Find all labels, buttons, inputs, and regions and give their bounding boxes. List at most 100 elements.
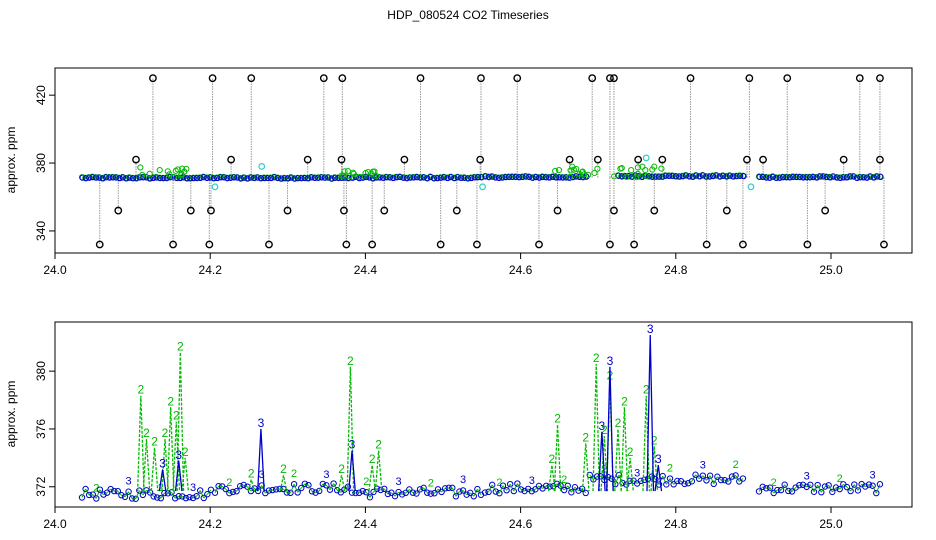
- data-point-blue: [532, 173, 540, 181]
- data-point-blue: [136, 487, 143, 494]
- data-point-green: [164, 168, 171, 175]
- data-point-blue: [489, 173, 496, 180]
- series-line-green: [614, 474, 620, 485]
- data-point-green: [581, 171, 588, 178]
- data-point-blue: [438, 488, 445, 496]
- outlier-point: [247, 74, 256, 83]
- point-label: 3: [259, 469, 265, 481]
- x-tick-label: 24.2: [199, 263, 223, 277]
- data-point-blue: [211, 489, 219, 496]
- y-tick-label: 376: [34, 419, 48, 439]
- data-point-blue: [288, 174, 295, 181]
- series-line-green: [795, 484, 800, 488]
- y-tick-label: 340: [34, 221, 48, 241]
- data-point-blue: [682, 172, 690, 179]
- outlier-point: [473, 240, 481, 249]
- data-point-blue: [876, 481, 884, 488]
- series-line-green: [340, 489, 345, 493]
- data-point-blue: [391, 492, 399, 500]
- data-point-blue: [393, 174, 400, 181]
- series-line-green: [257, 485, 263, 492]
- peak-green-line: [181, 457, 190, 492]
- data-point-blue: [467, 489, 474, 497]
- data-point-blue: [168, 489, 175, 496]
- data-point-blue: [679, 173, 686, 180]
- data-point-blue: [666, 172, 673, 180]
- outlier-point: [340, 206, 348, 215]
- data-point-blue: [444, 174, 451, 182]
- data-point-blue: [388, 489, 395, 496]
- point-label: 3: [529, 475, 535, 487]
- data-point-blue: [706, 472, 714, 479]
- series-line-green: [735, 475, 740, 482]
- series-line-green: [95, 489, 101, 499]
- data-point-blue: [546, 174, 553, 181]
- data-point-blue: [509, 173, 516, 181]
- data-point-green: [623, 173, 630, 181]
- data-point-blue: [398, 491, 406, 498]
- outlier-point: [535, 240, 543, 249]
- panel-top: 24.0 24.2 24.4 24.6 24.8 25.0 340 380 420 approx…: [4, 67, 913, 277]
- series-line-green: [828, 485, 833, 493]
- data-point-blue: [652, 173, 659, 180]
- data-point-blue: [251, 174, 258, 182]
- outlier-point: [606, 74, 614, 83]
- series-line-green: [784, 484, 789, 492]
- series-line-green: [520, 488, 525, 492]
- data-point-blue: [721, 476, 728, 484]
- data-point-blue: [261, 174, 268, 182]
- data-point-blue: [740, 172, 747, 180]
- data-point-blue: [179, 493, 186, 500]
- data-point-blue: [301, 174, 308, 182]
- series-line-green: [214, 485, 220, 493]
- data-point-blue: [407, 174, 414, 181]
- outlier-point: [169, 240, 177, 249]
- peak-green-line: [600, 436, 609, 492]
- series-line-green: [636, 480, 642, 484]
- series-line-green: [473, 488, 478, 497]
- peak-green-line: [642, 395, 651, 492]
- data-point-blue: [424, 489, 431, 496]
- data-point-blue: [403, 175, 411, 182]
- data-point-blue: [355, 489, 363, 497]
- data-point-blue: [269, 486, 276, 494]
- series-line-green: [633, 480, 638, 484]
- outlier-point: [658, 155, 667, 164]
- data-point-blue: [847, 173, 854, 180]
- series-line-green: [146, 489, 151, 493]
- series-line-green: [192, 495, 197, 499]
- point-label: 3: [870, 470, 876, 482]
- data-point-blue: [499, 482, 507, 489]
- outlier-point: [722, 206, 731, 215]
- series-line-green: [662, 475, 667, 485]
- data-point-blue: [586, 471, 593, 479]
- data-point-blue: [836, 485, 843, 493]
- peak-green-line: [553, 424, 562, 492]
- data-point-blue: [571, 484, 579, 491]
- data-point-blue: [325, 174, 332, 181]
- data-point-blue: [516, 174, 523, 181]
- outlier-point: [803, 240, 812, 249]
- data-point-blue: [190, 175, 197, 182]
- data-point-green: [642, 166, 649, 174]
- outlier-point: [186, 206, 195, 215]
- data-point-blue: [89, 173, 96, 181]
- data-point-blue: [125, 488, 132, 495]
- outlier-point: [114, 206, 123, 215]
- peak-blue-line: [257, 428, 265, 492]
- peak-green-label: 2: [593, 351, 600, 365]
- data-point-blue: [766, 484, 774, 491]
- data-point-blue: [706, 173, 713, 180]
- peak-green-label: 2: [182, 445, 189, 459]
- peak-green-label: 2: [601, 423, 608, 437]
- data-point-blue: [103, 489, 111, 496]
- point-label: 2: [158, 482, 164, 494]
- data-point-blue: [732, 472, 739, 479]
- data-point-blue: [788, 488, 796, 495]
- series-line-green: [865, 484, 870, 487]
- series-line-green: [369, 491, 374, 498]
- peak-blue-label: 3: [159, 456, 166, 470]
- series-line-green: [128, 491, 133, 499]
- data-point-blue: [505, 173, 513, 181]
- data-point-blue: [510, 487, 517, 495]
